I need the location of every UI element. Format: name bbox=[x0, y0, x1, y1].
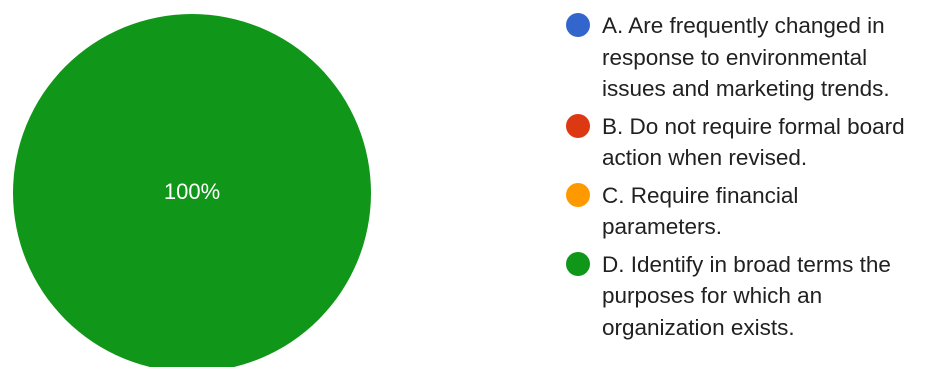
legend-label-a-line-3: issues and marketing trends. bbox=[602, 76, 890, 101]
legend-swatch-c bbox=[566, 182, 590, 207]
legend-item-c[interactable]: C. Require financial parameters. bbox=[566, 180, 926, 243]
legend-label-d-line-1: D. Identify in broad terms the bbox=[602, 251, 891, 277]
pie-slice-d[interactable] bbox=[13, 14, 371, 367]
legend-label-d-line-3: organization exists. bbox=[602, 314, 795, 340]
legend-label-c-line-1: C. Require financial bbox=[602, 182, 799, 208]
legend-label-d-line-2: purposes for which an bbox=[602, 283, 823, 308]
legend-swatch-d bbox=[566, 251, 590, 276]
legend-label-b-line-1: B. Do not require formal board bbox=[602, 113, 905, 139]
legend-item-a[interactable]: A. Are frequently changed in response to… bbox=[566, 10, 926, 105]
legend-item-b[interactable]: B. Do not require formal board action wh… bbox=[566, 111, 926, 174]
legend: A. Are frequently changed in response to… bbox=[566, 10, 926, 349]
legend-label-c-line-2: parameters. bbox=[602, 214, 723, 239]
slice-label-d: 100% bbox=[164, 179, 220, 204]
legend-swatch-b bbox=[566, 113, 590, 138]
legend-label-a-line-1: A. Are frequently changed in bbox=[602, 13, 885, 38]
pie-slices bbox=[13, 14, 371, 367]
legend-label-a-line-2: response to environmental bbox=[602, 44, 868, 70]
legend-item-d[interactable]: D. Identify in broad terms the purposes … bbox=[566, 249, 926, 344]
legend-label-b-line-2: action when revised. bbox=[602, 145, 808, 170]
legend-swatch-a bbox=[566, 13, 590, 37]
